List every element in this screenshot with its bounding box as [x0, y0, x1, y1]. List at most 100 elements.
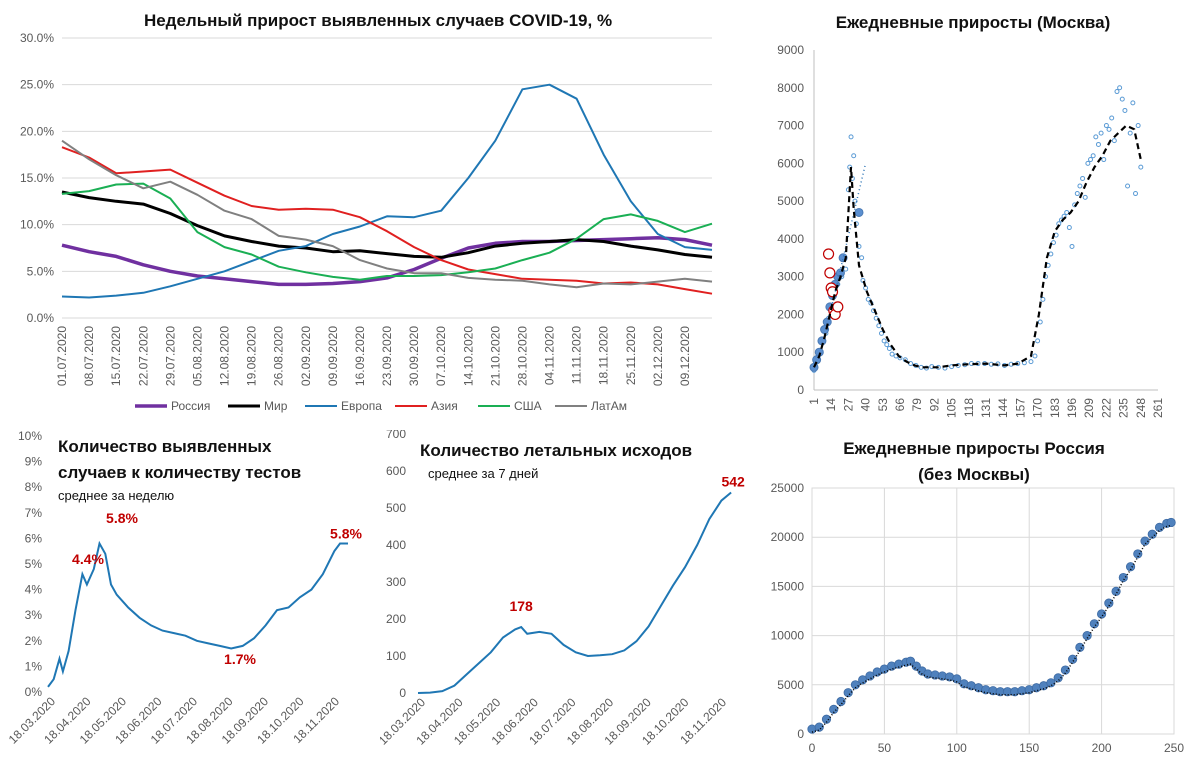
data-point-small	[859, 255, 865, 261]
data-point-small	[865, 296, 871, 302]
x-tick-label: 28.10.2020	[515, 326, 529, 386]
data-point-small	[860, 277, 866, 283]
y-tick-label: 1%	[25, 659, 43, 673]
data-point-small	[1127, 130, 1133, 136]
data-point	[821, 714, 832, 724]
data-label: 178	[509, 598, 533, 614]
y-tick-label: 2000	[777, 307, 804, 321]
data-point	[1089, 619, 1099, 629]
y-tick-label: 5.0%	[27, 264, 55, 278]
y-tick-label: 8000	[777, 81, 804, 95]
y-tick-label: 0.0%	[27, 311, 55, 325]
data-point	[1125, 562, 1136, 572]
y-tick-label: 0%	[25, 685, 43, 699]
y-tick-label: 4000	[777, 232, 804, 246]
data-point	[1104, 598, 1114, 608]
y-tick-label: 8%	[25, 480, 43, 494]
chart-title-line2: случаев к количеству тестов	[58, 463, 301, 482]
data-point-small	[1088, 157, 1094, 163]
x-tick-label: 23.09.2020	[380, 326, 394, 386]
data-point-small	[1133, 191, 1139, 197]
y-tick-label: 25.0%	[20, 78, 54, 92]
data-point-small	[1028, 359, 1034, 365]
data-point	[1166, 517, 1176, 528]
y-tick-label: 4%	[25, 583, 43, 597]
data-label: 1.7%	[224, 651, 256, 667]
y-tick-label: 6%	[25, 531, 43, 545]
x-tick-label: 50	[878, 741, 892, 755]
x-tick-label: 05.08.2020	[190, 326, 204, 386]
y-tick-label: 0	[797, 727, 804, 741]
data-point	[1133, 549, 1143, 559]
y-tick-label: 25000	[771, 481, 805, 495]
x-tick-label: 150	[1019, 741, 1039, 755]
x-tick-label: 09.09.2020	[326, 326, 340, 386]
data-label: 4.4%	[72, 551, 104, 567]
y-tick-label: 9%	[25, 455, 43, 469]
data-point	[1075, 642, 1085, 653]
legend-label: Европа	[341, 399, 382, 413]
chart-title-line1: Ежедневные приросты Россия	[843, 439, 1105, 458]
x-tick-label: 248	[1134, 398, 1148, 418]
data-point-open	[832, 301, 844, 313]
x-tick-label: 157	[1013, 398, 1027, 418]
data-point-small	[881, 338, 887, 344]
data-point	[858, 675, 868, 685]
y-tick-label: 300	[386, 575, 406, 589]
y-tick-label: 1000	[777, 345, 804, 359]
y-tick-label: 400	[386, 538, 406, 552]
chart-title: Количество летальных исходов	[420, 441, 692, 460]
y-tick-label: 3000	[777, 270, 804, 284]
x-tick-label: 0	[809, 741, 816, 755]
data-label: 5.8%	[330, 525, 362, 541]
x-tick-label: 92	[927, 398, 941, 412]
y-tick-label: 700	[386, 430, 406, 441]
data-point	[865, 671, 875, 681]
x-tick-label: 170	[1031, 398, 1045, 418]
data-point-small	[1093, 134, 1099, 140]
data-point-small	[851, 153, 857, 159]
data-point-open	[824, 267, 836, 279]
data-point-small	[1032, 353, 1038, 359]
x-tick-label: 79	[910, 398, 924, 412]
y-tick-label: 200	[386, 612, 406, 626]
data-point-small	[886, 345, 892, 351]
y-tick-label: 2%	[25, 634, 43, 648]
data-label: 542	[721, 473, 745, 489]
y-tick-label: 0	[399, 686, 406, 700]
y-tick-label: 5000	[777, 678, 804, 692]
data-point-small	[1064, 209, 1070, 215]
data-point-small	[1080, 175, 1086, 181]
y-tick-label: 9000	[777, 43, 804, 57]
x-tick-label: 196	[1065, 398, 1079, 418]
data-point-small	[1095, 141, 1101, 147]
chart-weekly-growth: Недельный прирост выявленных случаев COV…	[0, 0, 758, 430]
chart-subtitle: среднее за 7 дней	[428, 466, 538, 481]
x-tick-label: 19.08.2020	[245, 326, 259, 386]
x-tick-label: 02.09.2020	[299, 326, 313, 386]
y-tick-label: 7000	[777, 119, 804, 133]
data-point-large	[809, 362, 819, 372]
x-tick-label: 11.11.2020	[570, 326, 584, 385]
data-point-small	[1117, 85, 1123, 91]
legend-label: США	[514, 399, 542, 413]
y-tick-label: 5%	[25, 557, 43, 571]
y-tick-label: 6000	[777, 156, 804, 170]
x-tick-label: 08.07.2020	[82, 326, 96, 386]
x-tick-label: 02.12.2020	[651, 326, 665, 386]
plot-area: 0.0% 5.0% 10.0% 15.0% 20.0% 25.0% 30.0% 01.07.2…	[20, 31, 713, 413]
data-point-small	[1050, 240, 1056, 246]
data-point-small	[1082, 194, 1088, 200]
x-tick-label: 118	[962, 398, 976, 417]
x-tick-label: 07.10.2020	[434, 326, 448, 386]
x-tick-label: 01.07.2020	[55, 326, 69, 386]
data-point-small	[1035, 338, 1041, 344]
data-point-small	[1122, 107, 1128, 113]
data-point-small	[848, 134, 854, 140]
x-tick-label: 183	[1048, 398, 1062, 418]
data-point	[829, 704, 839, 714]
chart-russia-wo-moscow: Ежедневные приросты Россия (без Москвы) …	[760, 430, 1188, 765]
data-point-small	[878, 330, 884, 336]
plot-area: 0 5000 10000 15000 20000 25000 0 50 100 150 200 250	[771, 481, 1185, 755]
data-point	[1068, 654, 1078, 664]
